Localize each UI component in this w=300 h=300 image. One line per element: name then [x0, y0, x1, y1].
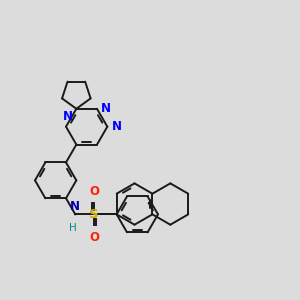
- Text: O: O: [89, 185, 99, 198]
- Text: S: S: [89, 208, 99, 221]
- Text: O: O: [89, 231, 99, 244]
- Text: N: N: [112, 119, 122, 133]
- Text: N: N: [70, 200, 80, 213]
- Text: H: H: [69, 223, 76, 233]
- Text: N: N: [101, 102, 111, 115]
- Text: N: N: [63, 110, 73, 123]
